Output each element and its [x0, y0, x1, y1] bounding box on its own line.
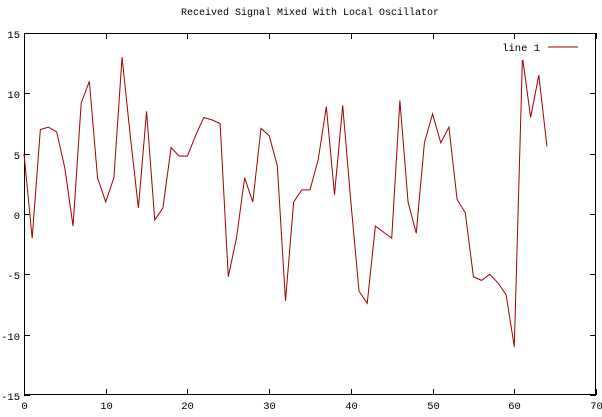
svg-text:-5: -5: [7, 271, 20, 283]
svg-text:30: 30: [263, 401, 276, 413]
svg-text:50: 50: [427, 401, 440, 413]
svg-text:0: 0: [21, 401, 27, 413]
svg-text:-15: -15: [1, 392, 20, 404]
svg-text:20: 20: [181, 401, 194, 413]
svg-text:0: 0: [14, 211, 20, 223]
svg-text:10: 10: [7, 90, 20, 102]
svg-text:5: 5: [14, 151, 20, 163]
svg-text:-10: -10: [1, 332, 20, 344]
svg-text:15: 15: [7, 30, 20, 42]
svg-text:Received Signal Mixed With Loc: Received Signal Mixed With Local Oscilla…: [181, 7, 439, 19]
svg-text:60: 60: [508, 401, 521, 413]
svg-text:70: 70: [590, 401, 602, 413]
svg-text:10: 10: [100, 401, 113, 413]
svg-text:40: 40: [345, 401, 358, 413]
svg-text:line 1: line 1: [502, 43, 540, 55]
